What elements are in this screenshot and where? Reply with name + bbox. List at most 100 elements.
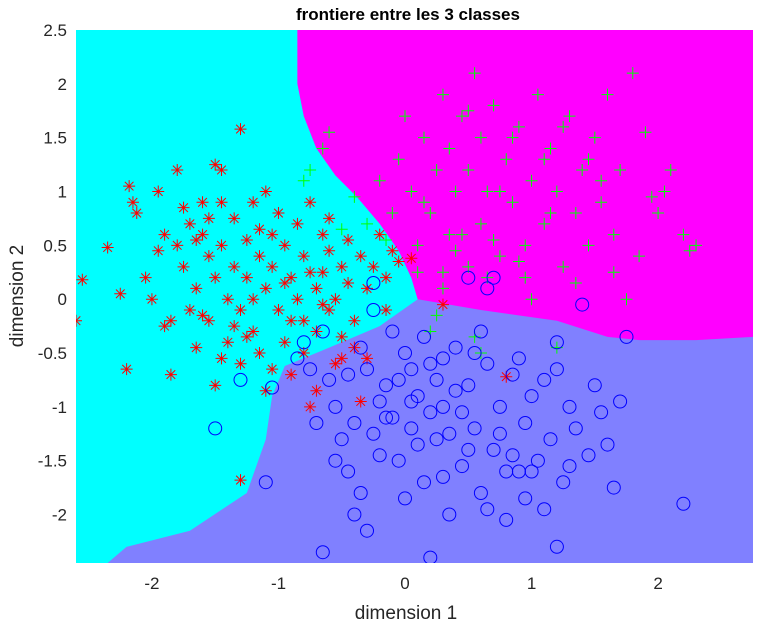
marker-circle-blue	[303, 362, 318, 377]
marker-circle-blue	[606, 480, 621, 495]
marker-star-red	[380, 271, 393, 284]
marker-star-red	[316, 266, 329, 279]
marker-circle-blue	[442, 426, 457, 441]
marker-star-red	[196, 309, 209, 322]
marker-star-red	[266, 260, 279, 273]
y-tick-label: 0.5	[43, 236, 67, 255]
marker-circle-blue	[480, 502, 495, 517]
marker-plus-green	[538, 217, 551, 230]
marker-plus-green	[620, 293, 633, 306]
marker-star-red	[291, 293, 304, 306]
marker-plus-green	[569, 207, 582, 220]
marker-plus-green	[544, 207, 557, 220]
marker-circle-blue	[549, 335, 564, 350]
marker-plus-green	[411, 239, 424, 252]
marker-star-red	[158, 320, 171, 333]
marker-star-red	[266, 228, 279, 241]
marker-circle-blue	[473, 486, 488, 500]
marker-star-red	[139, 271, 152, 284]
marker-circle-blue	[461, 378, 476, 393]
marker-circle-blue	[423, 405, 438, 420]
marker-star-red	[335, 352, 348, 365]
marker-plus-green	[563, 110, 576, 123]
marker-star-red	[215, 163, 228, 176]
marker-circle-blue	[410, 437, 425, 452]
marker-circle-blue	[461, 442, 476, 457]
marker-circle-blue	[347, 416, 362, 430]
marker-circle-blue	[467, 421, 482, 436]
marker-circle-blue	[404, 362, 419, 377]
marker-plus-green	[304, 163, 317, 176]
marker-plus-green	[493, 185, 506, 198]
marker-circle-blue	[492, 426, 507, 441]
marker-plus-green	[595, 196, 608, 209]
marker-circle-blue	[391, 372, 406, 387]
marker-star-red	[304, 266, 317, 279]
marker-circle-blue	[461, 270, 476, 285]
marker-circle-blue	[524, 389, 539, 404]
marker-plus-green	[582, 153, 595, 166]
marker-star-red	[247, 293, 260, 306]
marker-star-red	[297, 250, 310, 263]
marker-star-red	[392, 255, 405, 268]
marker-circle-blue	[353, 340, 368, 355]
x-tick-label: -2	[144, 574, 159, 593]
marker-star-red	[259, 185, 272, 198]
marker-star-red	[209, 158, 222, 171]
marker-star-red	[253, 347, 266, 360]
marker-star-red	[304, 400, 317, 413]
marker-circle-blue	[473, 324, 488, 339]
marker-plus-green	[639, 126, 652, 139]
marker-star-red	[202, 250, 215, 263]
marker-plus-green	[361, 217, 374, 230]
marker-plus-green	[316, 142, 329, 155]
y-tick-label: -2	[52, 506, 67, 525]
marker-star-red	[316, 298, 329, 311]
marker-star-red	[272, 207, 285, 220]
marker-circle-blue	[436, 399, 450, 414]
marker-star-red	[123, 180, 136, 193]
marker-star-red	[380, 303, 393, 316]
marker-circle-blue	[417, 329, 431, 344]
marker-star-red	[247, 325, 260, 338]
marker-circle-blue	[486, 270, 501, 285]
marker-plus-green	[569, 277, 582, 290]
marker-circle-blue	[492, 399, 507, 414]
marker-circle-blue	[366, 303, 381, 317]
marker-star-red	[316, 228, 329, 241]
marker-plus-green	[430, 163, 443, 176]
marker-star-red	[183, 217, 196, 230]
marker-circle-blue	[581, 448, 596, 463]
marker-plus-green	[588, 131, 601, 144]
x-tick-label: -1	[271, 574, 286, 593]
marker-star-red	[323, 303, 336, 316]
marker-plus-green	[500, 153, 513, 166]
marker-circle-blue	[524, 464, 539, 479]
marker-plus-green	[462, 163, 475, 176]
marker-circle-blue	[613, 394, 628, 409]
marker-star-red	[215, 196, 228, 209]
y-tick-label: 1	[58, 183, 67, 202]
marker-circle-blue	[296, 335, 311, 350]
marker-star-red	[266, 363, 279, 376]
marker-star-red	[342, 277, 355, 290]
marker-plus-green	[411, 266, 424, 279]
marker-plus-green	[392, 153, 405, 166]
marker-plus-green	[436, 266, 449, 279]
marker-plus-green	[512, 255, 525, 268]
marker-plus-green	[487, 233, 500, 246]
marker-circle-blue	[505, 367, 520, 382]
marker-plus-green	[436, 282, 449, 295]
marker-circle-blue	[537, 502, 552, 517]
marker-star-red	[177, 201, 190, 214]
marker-plus-green	[538, 153, 551, 166]
marker-star-red	[177, 260, 190, 273]
marker-star-red	[126, 196, 139, 209]
marker-plus-green	[405, 185, 418, 198]
marker-circle-blue	[379, 378, 393, 393]
y-tick-label: 0	[58, 290, 67, 309]
x-tick-label: 2	[653, 574, 662, 593]
marker-plus-green	[417, 131, 430, 144]
marker-circle-blue	[486, 442, 501, 457]
y-tick-label: 2	[58, 75, 67, 94]
